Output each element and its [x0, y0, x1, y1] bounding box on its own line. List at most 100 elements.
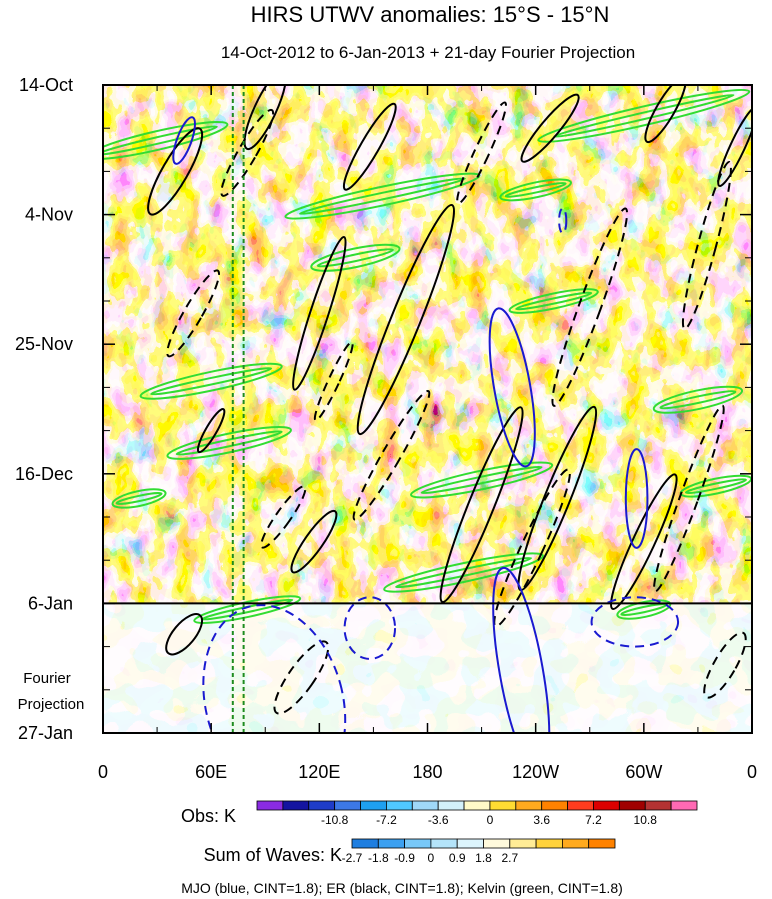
obs-colorbar-tick-label-0: -10.8	[321, 813, 349, 827]
er-contour-8	[520, 93, 580, 163]
er-contour-4	[292, 235, 347, 391]
er-contour-21	[273, 640, 330, 715]
waves-colorbar-tick-label-0: -2.7	[342, 851, 363, 865]
er-contour-10	[196, 408, 226, 454]
er-contour-9	[644, 85, 687, 144]
waves-colorbar-swatch-4	[456, 838, 484, 849]
obs-colorbar-tick-label-6: 10.8	[634, 813, 658, 827]
y-tick-label-1: 4-Nov	[25, 205, 73, 225]
x-tick-label-4: 120W	[512, 762, 559, 782]
kelvin-contour-9	[193, 595, 302, 624]
kelvin-contour-13	[508, 288, 599, 314]
mjo-contour-0	[172, 116, 196, 165]
er-contour-7	[610, 473, 678, 610]
obs-heatmap	[103, 85, 752, 733]
mjo-contour-3	[492, 566, 551, 733]
kelvin-contour-inner-6	[175, 430, 283, 456]
obs-colorbar-swatch-7	[437, 800, 465, 811]
obs-colorbar-swatch-14	[618, 800, 646, 811]
waves-colorbar: -2.7 -1.8 -0.9 0 0.9 1.8 2.7	[342, 838, 616, 865]
waves-colorbar-tick-label-6: 2.7	[501, 851, 518, 865]
obs-colorbar-swatch-2	[308, 800, 336, 811]
waves-colorbar-tick-label-4: 0.9	[449, 851, 466, 865]
y-tick-label-5: 27-Jan	[18, 723, 73, 743]
obs-colorbar-tick-label-1: -7.2	[376, 813, 397, 827]
er-contour-0	[147, 127, 204, 216]
kelvin-contour-6	[166, 426, 292, 460]
waves-colorbar-tick-label-2: -0.9	[394, 851, 415, 865]
er-contour-5	[439, 406, 524, 604]
mjo-contour-1	[488, 307, 536, 468]
kelvin-contour-11	[111, 488, 167, 509]
x-tick-label-3: 180	[412, 762, 442, 782]
er-contour-19	[653, 404, 725, 593]
mjo-contour-2	[624, 448, 649, 549]
chart-subtitle: 14-Oct-2012 to 6-Jan-2013 + 21-day Fouri…	[221, 43, 635, 62]
kelvin-contour-inner-10	[684, 478, 747, 495]
er-contour-1	[243, 85, 287, 151]
x-tick-label-2: 120E	[298, 762, 340, 782]
er-contour-2	[342, 102, 397, 191]
y-tick-label-2: 25-Nov	[15, 334, 73, 354]
er-contour-13	[717, 106, 752, 187]
kelvin-contour-7	[410, 461, 554, 499]
obs-colorbar-tick-label-5: 7.2	[585, 813, 602, 827]
waves-colorbar-swatch-1	[377, 838, 405, 849]
er-contour-16	[681, 160, 732, 330]
mjo-contour-4	[202, 604, 347, 733]
waves-colorbar-swatch-8	[562, 838, 590, 849]
projection-label-line1: Fourier	[23, 670, 71, 687]
waves-colorbar-swatch-6	[509, 838, 537, 849]
waves-colorbar-swatch-7	[535, 838, 563, 849]
er-contour-17	[352, 389, 431, 521]
y-tick-label-0: 14-Oct	[19, 75, 73, 95]
kelvin-contour-inner-3	[316, 248, 394, 268]
kelvin-contour-3	[310, 243, 401, 272]
obs-colorbar-label: Obs: K	[181, 806, 236, 826]
obs-colorbar-swatch-12	[567, 800, 594, 811]
obs-colorbar-swatch-10	[515, 800, 543, 811]
waves-colorbar-tick-label-3: 0	[428, 851, 435, 865]
waves-colorbar-swatch-9	[588, 838, 616, 849]
kelvin-contour-inner-4	[150, 367, 273, 396]
contour-caption: MJO (blue, CINT=1.8); ER (black, CINT=1.…	[181, 880, 623, 896]
y-tick-label-3: 16-Dec	[15, 464, 73, 484]
chart-title: HIRS UTWV anomalies: 15°S - 15°N	[251, 2, 610, 27]
projection-label-line2: Projection	[18, 696, 85, 713]
mjo-contour-7	[558, 207, 568, 235]
er-contour-20	[220, 108, 275, 197]
kelvin-contour-inner-7	[420, 465, 543, 495]
waves-colorbar-swatch-2	[404, 838, 432, 849]
er-contour-3	[356, 203, 455, 436]
kelvin-contour-inner-14	[504, 182, 567, 198]
kelvin-contour-5	[652, 385, 744, 414]
x-tick-label-1: 60E	[195, 762, 227, 782]
er-contour-25	[260, 485, 307, 549]
obs-field	[103, 85, 752, 604]
y-tick-label-4: 6-Jan	[28, 593, 73, 613]
obs-colorbar-swatch-4	[360, 800, 387, 811]
x-tick-label-6: 0	[747, 762, 757, 782]
obs-colorbar-swatch-1	[282, 800, 310, 811]
x-tick-label-5: 60W	[625, 762, 662, 782]
obs-colorbar-tick-label-4: 3.6	[533, 813, 550, 827]
obs-colorbar-swatch-11	[541, 800, 568, 811]
obs-colorbar-swatch-13	[593, 800, 620, 811]
kelvin-contour-inner-1	[298, 177, 466, 215]
kelvin-contour-inner-0	[103, 125, 218, 156]
contour-overlays	[103, 85, 752, 733]
axes: 0 60E 120E 180 120W 60W 0 14-Oct 4-Nov 25-Nov 16-D…	[15, 75, 757, 782]
obs-colorbar-swatch-6	[411, 800, 439, 811]
kelvin-contour-14	[499, 178, 572, 202]
kelvin-contour-0	[103, 120, 229, 161]
reference-lines	[231, 85, 245, 733]
obs-colorbar: -10.8 -7.2 -3.6 0 3.6 7.2 10.8	[256, 800, 698, 827]
er-contour-18	[493, 468, 571, 628]
x-tick-label-0: 0	[98, 762, 108, 782]
mjo-contour-5	[590, 596, 680, 648]
mjo-contour-6	[343, 596, 397, 660]
waves-colorbar-tick-label-5: 1.8	[475, 851, 492, 865]
er-contour-11	[165, 613, 204, 656]
obs-colorbar-swatch-16	[670, 800, 698, 811]
kelvin-contour-inner-8	[395, 556, 533, 589]
